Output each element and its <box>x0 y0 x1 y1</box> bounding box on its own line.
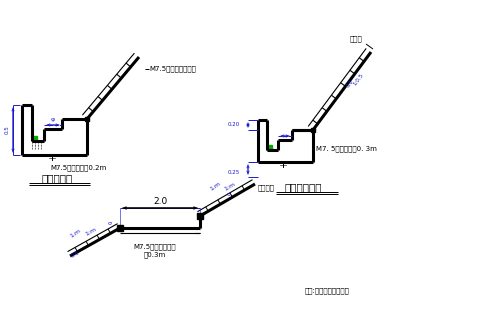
Text: 1:m: 1:m <box>84 227 97 237</box>
Text: σ: σ <box>108 221 112 226</box>
Text: 骨架护坡: 骨架护坡 <box>258 184 275 191</box>
Text: 0.25: 0.25 <box>228 170 240 175</box>
Text: 1.m: 1.m <box>69 228 82 239</box>
Text: 0.6: 0.6 <box>345 78 354 88</box>
Text: 支骨架断面图: 支骨架断面图 <box>284 182 322 192</box>
Text: 0.5: 0.5 <box>5 126 10 134</box>
Text: 主骨架基础: 主骨架基础 <box>41 173 72 183</box>
Text: 1.m: 1.m <box>209 181 221 192</box>
Text: M7.5浆砌片石厚0.2m: M7.5浆砌片石厚0.2m <box>50 164 106 171</box>
Bar <box>267 145 272 150</box>
Text: 0.6: 0.6 <box>70 250 81 259</box>
Text: 说明:图中尺寸以米计。: 说明:图中尺寸以米计。 <box>305 287 350 294</box>
Text: 0.20: 0.20 <box>228 122 240 127</box>
Text: 1:m: 1:m <box>223 182 236 192</box>
Text: σ: σ <box>227 192 231 197</box>
Text: 1:0.5: 1:0.5 <box>352 73 364 87</box>
Text: 路脊线: 路脊线 <box>349 35 362 42</box>
Bar <box>32 136 37 141</box>
Text: M7. 5浆砌片石厚0. 3m: M7. 5浆砌片石厚0. 3m <box>316 145 377 152</box>
Text: M7.5浆砌片石平台: M7.5浆砌片石平台 <box>134 243 176 250</box>
Text: φ: φ <box>51 117 55 122</box>
Text: 厚0.3m: 厚0.3m <box>144 251 166 258</box>
Text: 2.0: 2.0 <box>153 197 167 206</box>
Text: M7.5浆砌片石主骨架: M7.5浆砌片石主骨架 <box>149 66 196 72</box>
